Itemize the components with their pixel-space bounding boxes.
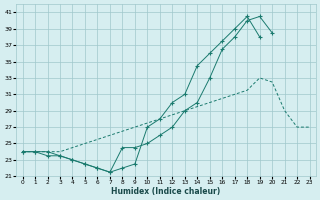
X-axis label: Humidex (Indice chaleur): Humidex (Indice chaleur): [111, 187, 221, 196]
